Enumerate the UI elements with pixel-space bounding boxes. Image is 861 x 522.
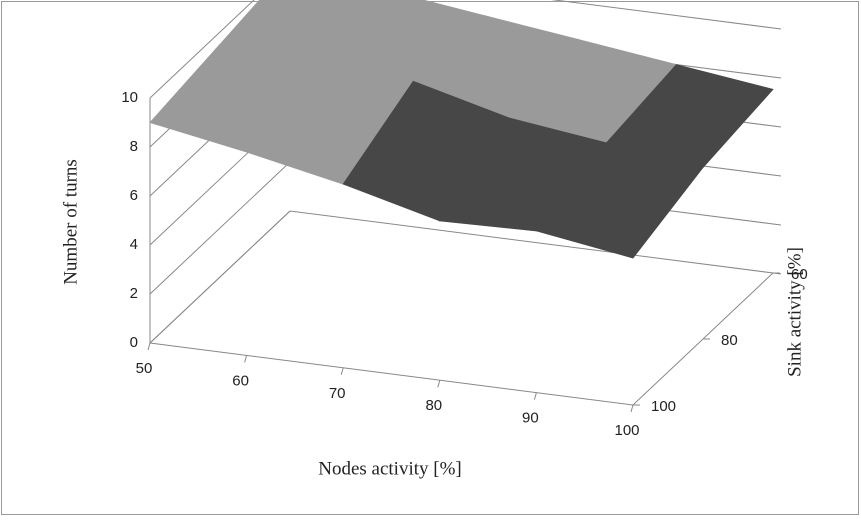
x-tick-label: 50 (136, 360, 153, 377)
x-tick-label: 100 (614, 422, 639, 439)
depth-axis-title: Sink activity [%] (784, 247, 805, 377)
depth-tick-label: 80 (721, 332, 738, 349)
x-tick-label: 70 (329, 385, 346, 402)
y-tick-label: 0 (130, 334, 138, 351)
x-tick (340, 367, 344, 375)
surface-patch (535, 142, 704, 259)
y-axis-title: Number of turns (60, 159, 81, 285)
x-tick (244, 355, 248, 363)
x-tick-label: 90 (522, 410, 539, 427)
grid-line (149, 0, 782, 99)
y-tick-label: 2 (130, 285, 138, 302)
x-tick-label: 80 (425, 397, 442, 414)
x-axis-title: Nodes activity [%] (318, 458, 462, 479)
y-tick-label: 10 (121, 89, 138, 106)
depth-tick-label: 60 (791, 266, 808, 283)
y-tick-label: 6 (130, 187, 138, 204)
x-tick (437, 380, 441, 388)
x-tick-label: 60 (232, 372, 249, 389)
x-tick (147, 342, 151, 351)
x-tick (630, 404, 634, 413)
y-tick-label: 4 (130, 236, 138, 253)
depth-tick-label: 100 (651, 398, 676, 415)
y-tick-label: 8 (130, 138, 138, 155)
x-tick (533, 392, 537, 400)
